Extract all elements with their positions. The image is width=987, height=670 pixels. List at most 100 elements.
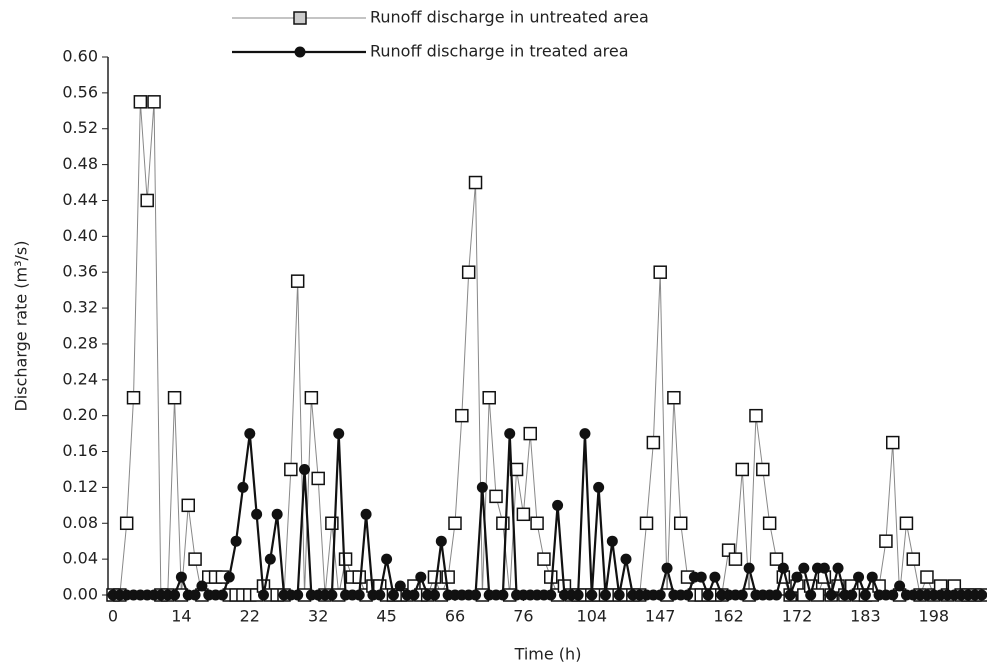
- data-point: [805, 589, 817, 601]
- data-point: [468, 175, 483, 190]
- data-point: [667, 390, 681, 405]
- data-point: [304, 390, 319, 405]
- x-tick-label: 183: [850, 607, 881, 626]
- data-point: [920, 570, 934, 584]
- data-point: [394, 580, 406, 592]
- data-point: [653, 265, 667, 279]
- data-point: [441, 570, 455, 584]
- legend-label: Runoff discharge in treated area: [370, 42, 629, 61]
- data-point: [435, 535, 447, 547]
- y-tick-label: 0.28: [62, 333, 98, 352]
- x-tick-label: 22: [240, 607, 260, 626]
- data-point: [482, 390, 496, 405]
- data-point: [223, 571, 235, 583]
- data-point: [381, 553, 393, 565]
- data-point: [516, 507, 531, 522]
- data-point: [756, 462, 770, 477]
- data-point: [169, 589, 181, 601]
- y-tick-label: 0.32: [62, 298, 98, 317]
- legend-marker: [293, 11, 307, 25]
- data-point: [728, 552, 743, 566]
- x-axis-label: Time (h): [514, 645, 582, 664]
- data-point: [387, 589, 399, 601]
- data-point: [593, 481, 605, 493]
- data-point: [654, 589, 666, 601]
- data-point: [427, 570, 442, 584]
- data-point: [237, 481, 249, 493]
- data-point: [119, 516, 134, 531]
- legend-label: Runoff discharge in untreated area: [370, 8, 649, 27]
- data-point: [537, 552, 551, 566]
- data-point: [196, 580, 208, 592]
- data-point: [586, 589, 598, 601]
- data-point: [352, 570, 366, 584]
- series-line: [113, 101, 982, 597]
- data-point: [523, 426, 537, 441]
- y-tick-label: 0.56: [62, 82, 98, 101]
- data-point: [428, 589, 440, 601]
- data-point: [299, 463, 311, 475]
- x-tick-label: 76: [513, 607, 533, 626]
- x-tick-label: 45: [376, 607, 396, 626]
- data-point: [709, 571, 721, 583]
- data-point: [736, 589, 748, 601]
- data-point: [264, 553, 276, 565]
- data-point: [470, 589, 482, 601]
- data-point: [579, 428, 591, 440]
- x-tick-label: 32: [308, 607, 328, 626]
- data-point: [126, 390, 141, 405]
- data-point: [613, 589, 625, 601]
- data-point: [798, 562, 810, 574]
- data-point: [244, 428, 256, 440]
- data-point: [353, 589, 365, 601]
- data-point: [769, 552, 784, 566]
- data-point: [599, 589, 611, 601]
- data-point: [415, 571, 427, 583]
- data-point: [504, 428, 516, 440]
- y-tick-label: 0.16: [62, 441, 98, 460]
- data-point: [216, 589, 228, 601]
- x-tick-label: 147: [645, 607, 676, 626]
- data-point: [271, 508, 283, 520]
- data-point: [189, 589, 201, 601]
- y-tick-label: 0.24: [62, 369, 98, 388]
- data-point: [147, 95, 161, 109]
- data-point: [832, 562, 844, 574]
- data-point: [292, 589, 304, 601]
- data-point: [408, 589, 420, 601]
- data-point: [552, 499, 564, 511]
- data-point: [886, 435, 900, 450]
- data-point: [743, 562, 755, 574]
- data-point: [476, 481, 488, 493]
- data-point: [777, 562, 789, 574]
- data-point: [333, 428, 345, 440]
- data-point: [606, 535, 618, 547]
- data-point: [770, 589, 782, 601]
- x-tick-label: 162: [713, 607, 744, 626]
- data-point: [887, 589, 899, 601]
- data-point: [906, 552, 921, 566]
- data-point: [140, 193, 154, 208]
- data-point: [673, 516, 688, 531]
- data-point: [326, 589, 338, 601]
- data-point: [791, 571, 803, 583]
- y-tick-label: 0.40: [62, 226, 98, 245]
- data-point: [448, 516, 462, 531]
- data-point: [866, 571, 878, 583]
- data-point: [545, 589, 557, 601]
- data-point: [338, 552, 353, 566]
- data-point: [976, 589, 987, 601]
- data-point: [251, 508, 263, 520]
- x-tick-label: 172: [782, 607, 813, 626]
- y-axis-label: Discharge rate (m³/s): [12, 240, 31, 411]
- data-point: [818, 562, 830, 574]
- y-tick-label: 0.44: [62, 190, 98, 209]
- data-point: [530, 516, 544, 531]
- y-tick-label: 0.20: [62, 405, 98, 424]
- x-tick-label: 104: [577, 607, 608, 626]
- data-point: [455, 408, 469, 423]
- data-point: [290, 274, 305, 288]
- data-point: [825, 589, 837, 601]
